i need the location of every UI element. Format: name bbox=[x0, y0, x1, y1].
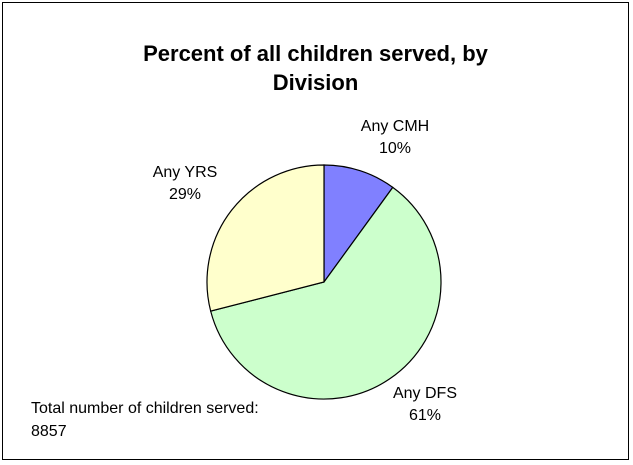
total-children-note: Total number of children served: 8857 bbox=[31, 400, 259, 440]
chart-title-line-1: Percent of all children served, by bbox=[143, 41, 488, 66]
slice-label-any-cmh: Any CMH 10% bbox=[330, 116, 460, 160]
slice-category-any-yrs: Any YRS bbox=[152, 164, 218, 181]
slice-category-any-cmh: Any CMH bbox=[360, 118, 430, 135]
chart-title: Percent of all children served, by Divis… bbox=[3, 39, 628, 97]
slice-label-any-dfs: Any DFS 61% bbox=[360, 383, 490, 427]
chart-area: Percent of all children served, by Divis… bbox=[2, 2, 629, 460]
chart-title-line-2: Division bbox=[272, 70, 359, 95]
slice-category-any-dfs: Any DFS bbox=[392, 385, 457, 402]
pie-slice-any-dfs bbox=[209, 186, 442, 400]
slice-value-any-yrs: 29% bbox=[168, 186, 202, 203]
slice-value-any-cmh: 10% bbox=[378, 140, 412, 157]
pie-slice-any-cmh bbox=[323, 164, 394, 284]
slice-label-any-yrs: Any YRS 29% bbox=[120, 162, 250, 206]
pie-slice-any-yrs bbox=[206, 164, 325, 312]
slice-value-any-dfs: 61% bbox=[408, 407, 442, 424]
